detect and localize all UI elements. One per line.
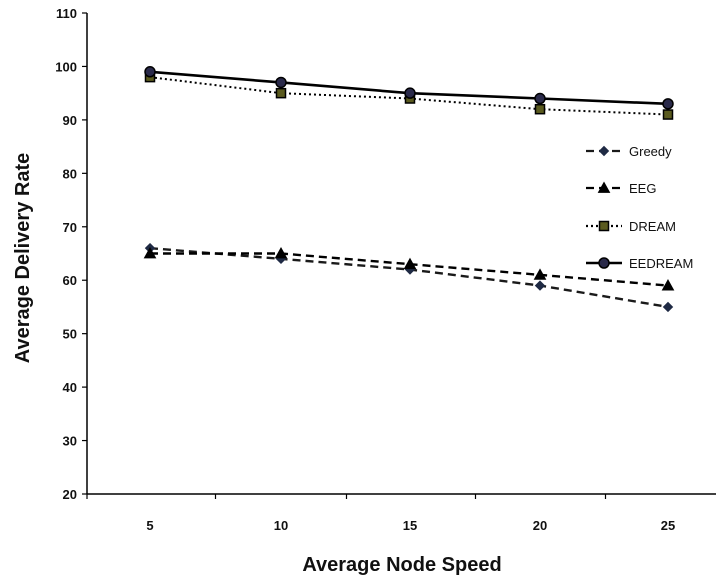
y-tick-label: 80 [63, 166, 77, 181]
data-point-eeg [143, 246, 157, 259]
plot-area [86, 13, 716, 495]
data-point-eeg [274, 246, 288, 259]
legend-marker [598, 220, 610, 232]
series-eeg [143, 246, 675, 291]
data-point-dream [275, 87, 287, 99]
data-point-eedream [404, 87, 416, 99]
data-point-greedy [662, 301, 674, 313]
data-point-eedream [275, 76, 287, 89]
x-axis-ticks: 5 10 15 20 25 [86, 494, 675, 533]
data-point-eeg [533, 268, 547, 280]
legend-label: DREAM [629, 219, 676, 234]
series-greedy [144, 242, 674, 313]
legend: Greedy EEG DREAM EEDREAM [586, 144, 693, 271]
y-tick-label: 90 [63, 113, 77, 128]
legend-item: Greedy [586, 144, 672, 159]
data-point-dream [662, 109, 674, 120]
legend-label: Greedy [629, 144, 672, 159]
data-point-eeg [403, 257, 417, 270]
data-point-eedream [662, 98, 674, 110]
series-eedream [144, 66, 674, 110]
x-tick-label: 25 [661, 518, 675, 533]
y-tick-label: 40 [63, 380, 77, 395]
y-tick-label: 100 [55, 59, 77, 74]
legend-marker [597, 181, 611, 193]
data-point-dream [534, 103, 546, 115]
y-tick-label: 70 [63, 220, 77, 235]
data-point-greedy [534, 280, 546, 291]
y-axis-ticks: 20 30 40 50 60 70 80 90 100 110 [55, 6, 87, 502]
series-layer [143, 66, 675, 313]
y-tick-label: 50 [63, 327, 77, 342]
legend-item: EEG [586, 181, 656, 196]
y-axis-title: Average Delivery Rate [12, 153, 34, 364]
y-tick-label: 30 [63, 434, 77, 449]
x-tick-label: 5 [146, 518, 153, 533]
data-point-eedream [144, 66, 156, 78]
y-tick-label: 110 [56, 6, 77, 21]
y-tick-label: 60 [63, 273, 77, 288]
y-tick-label: 20 [63, 487, 77, 502]
data-point-eeg [661, 279, 675, 291]
legend-item: DREAM [586, 219, 676, 234]
x-tick-label: 15 [403, 518, 417, 533]
series-line-greedy [149, 246, 669, 309]
legend-label: EEDREAM [629, 256, 693, 271]
x-tick-label: 20 [533, 518, 547, 533]
x-tick-label: 10 [274, 518, 288, 533]
legend-marker [598, 257, 610, 269]
legend-item: EEDREAM [586, 256, 693, 271]
x-axis-title: Average Node Speed [302, 554, 501, 576]
data-point-eedream [534, 92, 546, 105]
legend-label: EEG [629, 181, 656, 196]
legend-marker [598, 145, 610, 157]
